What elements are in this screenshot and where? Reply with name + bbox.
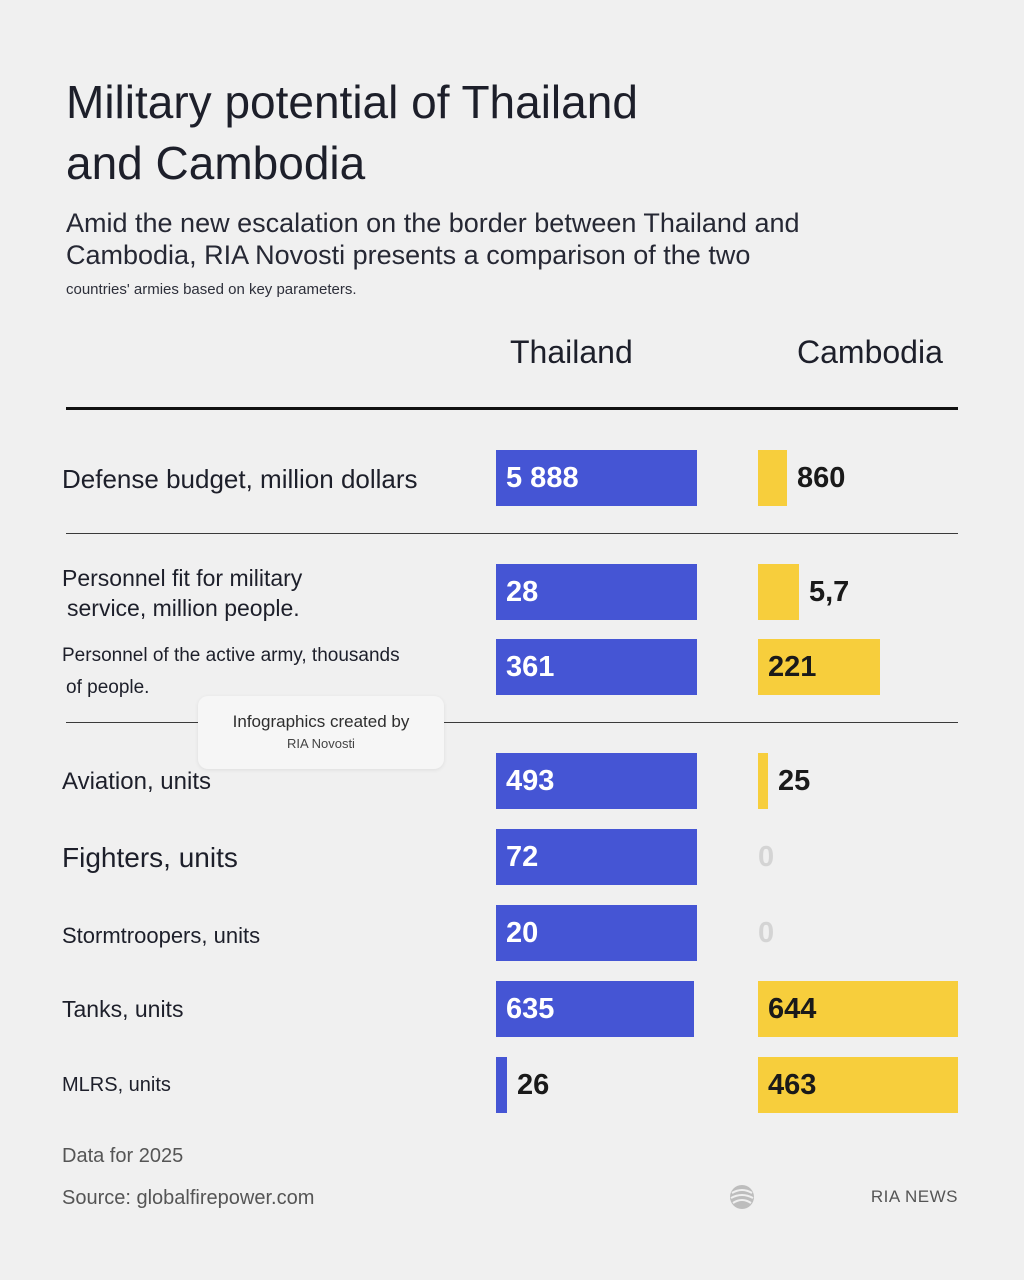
row-label: service, million people. xyxy=(67,595,300,621)
column-header-cambodia: Cambodia xyxy=(797,334,943,370)
section-divider xyxy=(66,533,958,534)
cambodia-value: 0 xyxy=(758,917,775,949)
row-label: Defense budget, million dollars xyxy=(62,464,418,494)
cambodia-value: 221 xyxy=(768,651,817,683)
page-title: Military potential of Thailand and Cambo… xyxy=(66,72,766,194)
row-label: of people. xyxy=(66,677,150,698)
thailand-bar xyxy=(496,1057,507,1113)
cambodia-value: 644 xyxy=(768,993,817,1025)
thailand-value: 26 xyxy=(517,1069,550,1101)
thailand-value: 635 xyxy=(506,993,555,1025)
cambodia-bar xyxy=(758,981,958,1037)
cambodia-value: 5,7 xyxy=(809,576,850,608)
row-label: Fighters, units xyxy=(62,842,238,873)
thailand-bar xyxy=(496,981,694,1037)
cambodia-bar xyxy=(758,564,799,620)
data-date: Data for 2025 xyxy=(62,1145,184,1167)
brand-name: RIA NEWS xyxy=(870,1187,958,1206)
cambodia-bar xyxy=(758,450,787,506)
subtitle: Amid the new escalation on the border be… xyxy=(66,208,800,270)
title-line: and Cambodia xyxy=(66,137,366,189)
thailand-value: 72 xyxy=(506,841,539,873)
credit-tooltip: Infographics created by RIA Novosti xyxy=(198,696,444,769)
thailand-value: 361 xyxy=(506,651,555,683)
row-label: Tanks, units xyxy=(62,996,184,1022)
thailand-value: 5 888 xyxy=(506,462,579,494)
cambodia-bar xyxy=(758,639,880,695)
thailand-bar xyxy=(496,450,697,506)
data-source: Source: globalfirepower.com xyxy=(62,1187,315,1209)
credit-line-2: RIA Novosti xyxy=(287,736,355,751)
thailand-value: 493 xyxy=(506,765,555,797)
row-label: Stormtroopers, units xyxy=(62,923,261,948)
subtitle-small: countries' armies based on key parameter… xyxy=(66,281,357,298)
thailand-bar xyxy=(496,564,697,620)
thailand-bar xyxy=(496,829,697,885)
thailand-bar xyxy=(496,753,697,809)
column-header-thailand: Thailand xyxy=(510,334,633,370)
globe-icon xyxy=(730,1185,754,1209)
row-label: MLRS, units xyxy=(62,1074,171,1096)
cambodia-value: 860 xyxy=(797,462,846,494)
cambodia-bar xyxy=(758,753,768,809)
cambodia-bar xyxy=(758,1057,958,1113)
thailand-bar xyxy=(496,639,697,695)
row-label: Personnel fit for military xyxy=(62,565,303,591)
row-label: Personnel of the active army, thousands xyxy=(62,645,400,666)
header-divider xyxy=(66,407,958,410)
section-divider xyxy=(66,722,958,723)
credit-line-1: Infographics created by xyxy=(232,712,410,731)
cambodia-value: 0 xyxy=(758,841,775,873)
row-label: Aviation, units xyxy=(62,768,211,795)
thailand-bar xyxy=(496,905,697,961)
brand-logo: RIA NEWS xyxy=(728,1183,958,1211)
thailand-value: 20 xyxy=(506,917,539,949)
thailand-value: 28 xyxy=(506,576,539,608)
cambodia-value: 463 xyxy=(768,1069,817,1101)
cambodia-value: 25 xyxy=(778,765,811,797)
title-line: Military potential of Thailand xyxy=(66,76,638,128)
